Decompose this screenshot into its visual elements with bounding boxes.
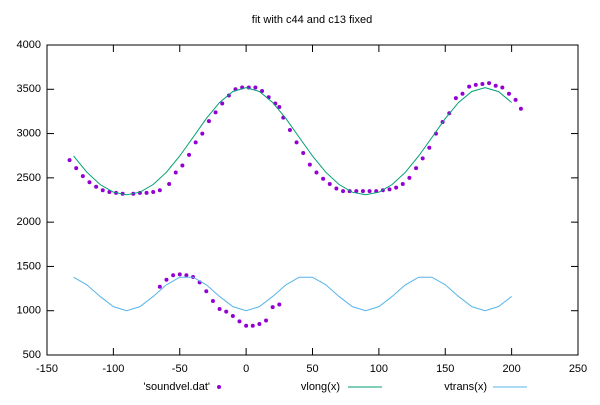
data-point bbox=[193, 140, 198, 145]
y-tick-label: 500 bbox=[23, 349, 41, 361]
data-point bbox=[277, 302, 282, 307]
legend-label: 'soundvel.dat' bbox=[143, 381, 210, 393]
x-tick-label: 0 bbox=[243, 363, 249, 375]
legend-marker bbox=[217, 385, 221, 389]
data-point bbox=[173, 170, 178, 175]
x-tick-label: 200 bbox=[502, 363, 520, 375]
data-point bbox=[220, 101, 225, 106]
y-tick-label: 1500 bbox=[17, 260, 41, 272]
data-point bbox=[184, 273, 189, 278]
data-point bbox=[327, 182, 332, 187]
data-point bbox=[480, 81, 485, 86]
chart-title: fit with c44 and c13 fixed bbox=[252, 14, 372, 26]
y-tick-label: 1000 bbox=[17, 305, 41, 317]
data-point bbox=[237, 319, 242, 324]
data-point bbox=[360, 189, 365, 194]
data-point bbox=[157, 188, 162, 193]
data-point bbox=[210, 298, 215, 303]
data-point bbox=[264, 318, 269, 323]
data-point bbox=[518, 106, 523, 111]
data-point bbox=[427, 145, 432, 150]
x-tick-label: -100 bbox=[102, 363, 124, 375]
data-point bbox=[400, 182, 405, 187]
data-point bbox=[321, 176, 326, 181]
x-tick-label: 50 bbox=[306, 363, 318, 375]
data-point bbox=[100, 188, 105, 193]
data-point bbox=[506, 91, 511, 96]
series-line bbox=[73, 87, 512, 196]
data-point bbox=[74, 166, 79, 171]
x-tick-label: -50 bbox=[172, 363, 188, 375]
data-point bbox=[420, 156, 425, 161]
data-point bbox=[334, 186, 339, 191]
data-point bbox=[460, 91, 465, 96]
data-point bbox=[500, 85, 505, 90]
data-point bbox=[260, 89, 265, 94]
legend-label: vlong(x) bbox=[301, 381, 340, 393]
data-point bbox=[270, 305, 275, 310]
x-tick-label: 100 bbox=[370, 363, 388, 375]
data-point bbox=[164, 277, 169, 282]
data-point bbox=[301, 151, 306, 156]
data-point bbox=[307, 162, 312, 167]
x-tick-label: -150 bbox=[36, 363, 58, 375]
data-point bbox=[87, 180, 92, 185]
data-point bbox=[394, 185, 399, 190]
data-point bbox=[157, 284, 162, 289]
data-point bbox=[257, 322, 262, 326]
data-point bbox=[144, 190, 149, 195]
data-point bbox=[487, 81, 492, 86]
data-point bbox=[80, 174, 85, 179]
data-point bbox=[473, 82, 478, 87]
data-point bbox=[414, 166, 419, 171]
x-tick-label: 150 bbox=[436, 363, 454, 375]
data-point bbox=[204, 289, 209, 294]
data-point bbox=[217, 306, 222, 311]
data-point bbox=[94, 184, 99, 189]
data-point bbox=[244, 323, 249, 328]
data-point bbox=[354, 189, 359, 194]
data-point bbox=[213, 110, 218, 115]
x-tick-label: 250 bbox=[569, 363, 587, 375]
data-point bbox=[341, 189, 346, 194]
data-point bbox=[407, 175, 412, 180]
y-tick-label: 3000 bbox=[17, 127, 41, 139]
y-tick-label: 3500 bbox=[17, 83, 41, 95]
data-point bbox=[151, 190, 156, 195]
data-point bbox=[171, 273, 176, 278]
y-tick-label: 2500 bbox=[17, 172, 41, 184]
data-point bbox=[387, 187, 392, 192]
data-point bbox=[453, 96, 458, 101]
data-point bbox=[314, 170, 319, 175]
y-tick-label: 2000 bbox=[17, 216, 41, 228]
data-point bbox=[167, 182, 172, 187]
data-point bbox=[294, 140, 299, 145]
y-tick-label: 4000 bbox=[17, 39, 41, 51]
data-point bbox=[224, 309, 229, 314]
data-point bbox=[253, 85, 258, 90]
series-line bbox=[73, 276, 512, 312]
data-point bbox=[177, 272, 182, 277]
data-point bbox=[67, 158, 72, 163]
data-point bbox=[206, 119, 211, 124]
data-point bbox=[277, 105, 282, 109]
legend-label: vtrans(x) bbox=[444, 381, 487, 393]
data-point bbox=[230, 314, 235, 319]
data-point bbox=[187, 152, 192, 157]
data-point bbox=[493, 83, 498, 88]
data-point bbox=[513, 97, 518, 102]
data-point bbox=[180, 163, 185, 168]
data-point bbox=[200, 131, 205, 136]
data-point bbox=[467, 84, 472, 89]
data-point bbox=[367, 189, 372, 194]
data-point bbox=[287, 128, 292, 133]
data-point bbox=[250, 323, 255, 328]
